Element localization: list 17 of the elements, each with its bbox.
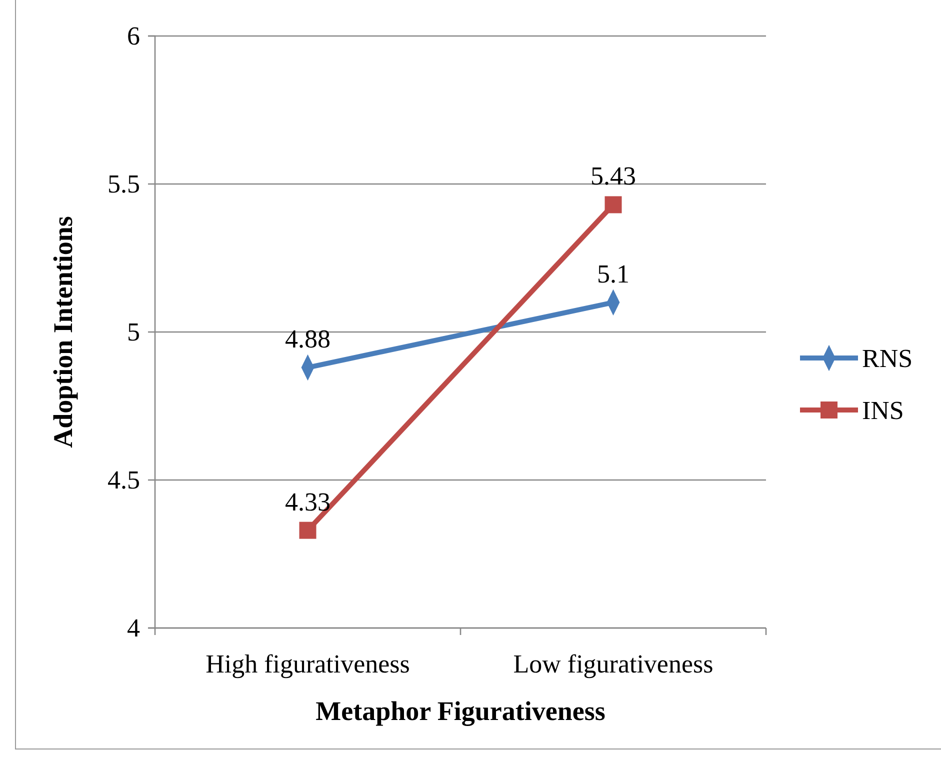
- point: [604, 196, 622, 214]
- point: [299, 522, 316, 539]
- y-tick-label: 6: [127, 21, 140, 50]
- y-axis-title: Adoption Intentions: [48, 216, 78, 448]
- data-label: 5.43: [590, 162, 636, 191]
- x-tick-label: High figurativeness: [206, 649, 410, 678]
- y-tick-label: 5: [127, 317, 140, 346]
- data-label: 5.1: [597, 259, 630, 288]
- data-label: 4.33: [285, 487, 330, 516]
- y-tick-label: 4: [127, 613, 140, 642]
- x-tick-label: Low figurativeness: [513, 649, 714, 678]
- legend-label: RNS: [862, 344, 913, 373]
- x-axis-title: Metaphor Figurativeness: [316, 696, 606, 726]
- legend-label: INS: [862, 396, 904, 425]
- y-tick-label: 4.5: [108, 465, 140, 494]
- y-tick-label: 5.5: [108, 169, 140, 198]
- data-label: 4.88: [285, 324, 330, 354]
